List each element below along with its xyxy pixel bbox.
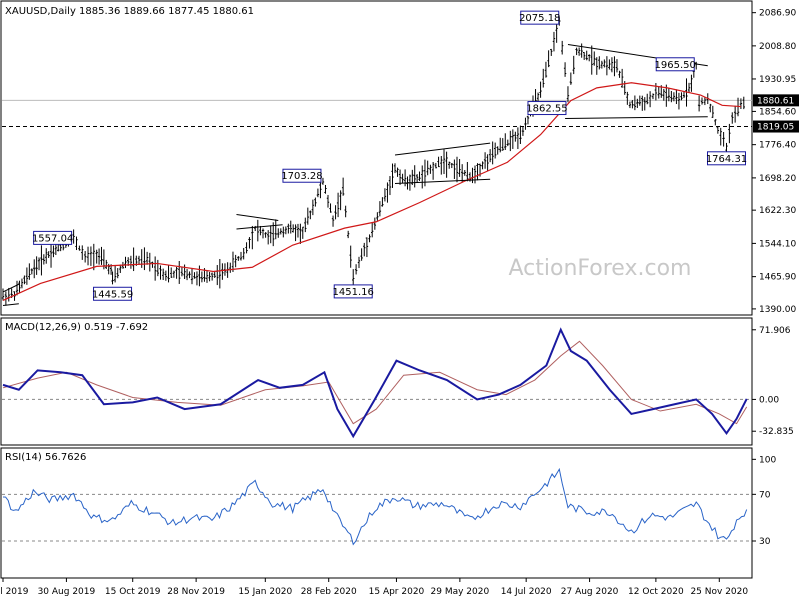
price-annotation-label: 1451.16 bbox=[333, 287, 374, 298]
trend-line bbox=[236, 214, 279, 221]
price-header: XAUUSD,Daily 1885.36 1889.66 1877.45 188… bbox=[5, 6, 254, 17]
price-annotation-label: 1445.59 bbox=[92, 289, 133, 300]
price-annotation-box bbox=[282, 168, 322, 183]
date-tick-label: 30 Aug 2019 bbox=[38, 587, 96, 597]
macd-panel-frame bbox=[0, 317, 753, 446]
trend-line bbox=[394, 142, 491, 156]
date-tick-label: 25 Nov 2020 bbox=[690, 587, 748, 597]
price-tick-label: 1544.10 bbox=[759, 239, 796, 249]
trend-line bbox=[236, 224, 283, 230]
macd-group bbox=[2, 327, 752, 439]
watermark: ActionForex.com bbox=[509, 256, 692, 281]
price-annotation-label: 1764.31 bbox=[706, 154, 747, 165]
trend-line bbox=[2, 303, 19, 306]
price-annotation-label: 1965.50 bbox=[655, 60, 696, 71]
price-annotation-box bbox=[655, 57, 695, 72]
price-annotation-box bbox=[706, 151, 746, 166]
date-tick-label: 12 Oct 2020 bbox=[628, 587, 684, 597]
price-annotation-box bbox=[520, 10, 560, 25]
rsi-group bbox=[2, 467, 752, 546]
level-label-box bbox=[753, 120, 799, 133]
rsi-line bbox=[2, 467, 748, 546]
rsi-tick-label: 100 bbox=[759, 455, 776, 465]
price-annotation-box bbox=[93, 286, 133, 301]
date-tick-label: 29 May 2020 bbox=[431, 587, 490, 597]
trend-line bbox=[565, 116, 708, 119]
price-annotation-box bbox=[333, 284, 373, 299]
price-annotation-box bbox=[527, 101, 567, 116]
price-annotation-label: 1862.55 bbox=[526, 104, 567, 115]
date-tick-label: 15 Oct 2019 bbox=[105, 587, 161, 597]
price-tick-label: 1854.60 bbox=[759, 107, 796, 117]
trend-line bbox=[394, 178, 491, 185]
date-tick-label: 27 Aug 2020 bbox=[561, 587, 619, 597]
current-price-label: 1880.61 bbox=[757, 96, 794, 106]
macd-header: MACD(12,26,9) 0.519 -7.692 bbox=[5, 322, 148, 333]
price-group: 1557.04 1445.59 1703.28 1451.16 2075.18 1862.… bbox=[1, 10, 752, 306]
price-tick-label: 1776.40 bbox=[759, 141, 796, 151]
price-tick-label: 1698.20 bbox=[759, 174, 796, 184]
macd-tick-label: -32.835 bbox=[759, 427, 794, 437]
axes-group: 2086.90 2008.80 1930.95 1854.60 1776.40 1698.… bbox=[0, 9, 799, 597]
rsi-header: RSI(14) 56.7626 bbox=[5, 452, 86, 463]
macd-tick-label: 0.00 bbox=[759, 395, 779, 405]
price-annotation-label: 1703.28 bbox=[281, 171, 322, 182]
date-tick-label: 14 Jul 2020 bbox=[501, 587, 552, 597]
price-annotation-box bbox=[33, 230, 73, 245]
macd-line bbox=[2, 327, 748, 439]
moving-average-line bbox=[2, 82, 741, 301]
rsi-tick-label: 30 bbox=[759, 537, 771, 547]
price-tick-label: 1390.00 bbox=[759, 305, 796, 315]
price-tick-label: 1622.30 bbox=[759, 206, 796, 216]
price-tick-label: 2086.90 bbox=[759, 9, 796, 19]
date-tick-label: 17 Jul 2019 bbox=[0, 587, 29, 597]
price-tick-label: 1465.90 bbox=[759, 273, 796, 283]
level-label: 1819.05 bbox=[757, 123, 794, 133]
price-tick-label: 2008.80 bbox=[759, 42, 796, 52]
macd-tick-label: 71.906 bbox=[759, 326, 791, 336]
rsi-tick-label: 70 bbox=[759, 490, 771, 500]
price-annotation-label: 2075.18 bbox=[519, 13, 560, 24]
date-tick-label: 15 Jan 2020 bbox=[238, 587, 292, 597]
price-tick-label: 1930.95 bbox=[759, 75, 796, 85]
price-annotation-label: 1557.04 bbox=[32, 233, 73, 244]
price-panel-frame bbox=[0, 0, 753, 316]
current-price-box bbox=[753, 94, 799, 107]
date-tick-label: 15 Apr 2020 bbox=[369, 587, 425, 597]
date-tick-label: 28 Nov 2019 bbox=[167, 587, 225, 597]
date-tick-label: 28 Feb 2020 bbox=[301, 587, 357, 597]
trend-line bbox=[2, 283, 20, 293]
rsi-panel-frame bbox=[0, 447, 753, 579]
